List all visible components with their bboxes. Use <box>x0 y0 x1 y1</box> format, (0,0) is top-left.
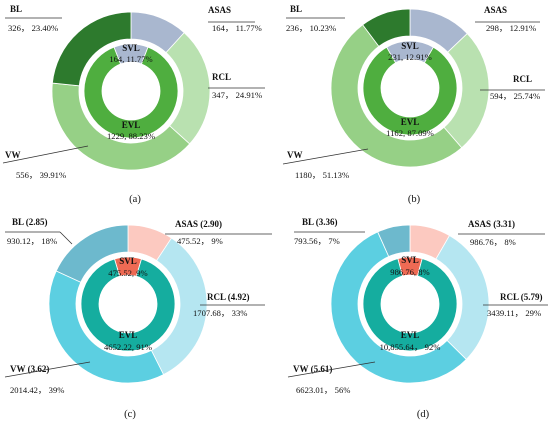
label-vw-value: 1180， 51.13% <box>295 170 349 180</box>
outer-ring-a <box>51 11 211 171</box>
panel-b: (b) ASAS 298， 12.91% RCL 594， 25.74% VW … <box>282 4 545 205</box>
label-asas-name: ASAS (2.90) <box>175 219 222 229</box>
label-bl-name: BL (3.36) <box>302 217 338 227</box>
label-rcl-value: 3439.11， 29% <box>487 308 541 318</box>
leader-line-vw <box>287 361 376 378</box>
inner-ring-b <box>362 40 458 136</box>
label-rcl-name: RCL <box>212 72 231 82</box>
label-evl-name: EVL <box>401 117 420 127</box>
label-evl-name: EVL <box>122 120 141 130</box>
label-svl-value: 231, 12.91% <box>388 52 432 62</box>
label-rcl-value: 347， 24.91% <box>212 90 262 100</box>
label-svl-value: 164, 11.77% <box>109 54 152 64</box>
outer-slice-bl <box>51 11 132 87</box>
panel-d: (d) ASAS (3.31) 986.76， 8% RCL (5.79) 34… <box>287 217 548 420</box>
leader-line-vw <box>282 148 369 165</box>
panel-caption: (a) <box>129 194 141 205</box>
label-asas-value: 986.76， 8% <box>470 237 516 247</box>
panel-caption: (b) <box>408 194 421 205</box>
label-asas-name: ASAS <box>484 5 507 15</box>
outer-slice-vw <box>51 82 191 171</box>
label-vw-value: 2014.42， 39% <box>10 385 64 395</box>
label-bl-name: BL <box>10 4 22 14</box>
label-vw-name: VW <box>5 150 21 160</box>
outer-slice-vw <box>330 231 467 384</box>
label-vw-name: VW (5.61) <box>293 364 332 374</box>
label-svl-name: SVL <box>119 256 137 266</box>
label-asas-value: 164， 11.77% <box>212 23 262 33</box>
outer-slice-bl <box>55 224 129 283</box>
inner-ring-a <box>83 43 179 139</box>
outer-ring-b <box>330 8 490 168</box>
label-asas-name: ASAS <box>208 5 231 15</box>
inner-slice-evl <box>362 46 458 136</box>
outer-ring-c <box>48 224 208 384</box>
panel-c: (c) ASAS (2.90) 475.52， 9% RCL (4.92) 17… <box>4 217 272 420</box>
label-svl-name: SVL <box>122 43 140 53</box>
label-evl-value: 1162, 87.09% <box>386 128 434 138</box>
label-bl-name: BL <box>290 4 302 14</box>
outer-slice-bl <box>377 224 411 258</box>
label-evl-name: EVL <box>119 330 138 340</box>
label-rcl-value: 1707.68， 33% <box>193 308 247 318</box>
label-svl-name: SVL <box>401 41 419 51</box>
label-evl-value: 1229, 88.23% <box>107 131 155 141</box>
label-rcl-name: RCL <box>513 74 532 84</box>
label-bl-value: 236， 10.23% <box>286 23 336 33</box>
label-vw-name: VW (3.62) <box>10 364 49 374</box>
label-svl-value: 986.76, 8% <box>390 267 429 277</box>
panel-caption: (d) <box>417 409 430 420</box>
label-bl-name: BL (2.85) <box>12 217 48 227</box>
outer-slice-vw <box>330 24 463 168</box>
label-evl-value: 10,855.64， 92% <box>380 342 441 352</box>
leader-line-vw <box>2 145 89 164</box>
inner-ring-c <box>80 256 176 352</box>
panel-caption: (c) <box>124 409 136 420</box>
label-bl-value: 930.12， 18% <box>7 236 57 246</box>
label-svl-value: 475.52, 9% <box>108 268 147 278</box>
label-bl-value: 793.56， 7% <box>294 236 340 246</box>
inner-slice-evl <box>83 46 179 139</box>
label-asas-value: 475.52， 9% <box>177 236 223 246</box>
label-evl-name: EVL <box>401 330 420 340</box>
label-vw-name: VW <box>287 150 303 160</box>
label-vw-value: 6623.01， 56% <box>296 385 350 395</box>
panel-a: (a) ASAS 164， 11.77% RCL 347， 24.91% VW … <box>2 4 265 205</box>
label-rcl-value: 594， 25.74% <box>490 91 540 101</box>
outer-ring-d <box>330 224 490 384</box>
label-asas-value: 298， 12.91% <box>486 23 536 33</box>
label-rcl-name: RCL (4.92) <box>207 292 250 302</box>
inner-slice-evl <box>80 258 176 352</box>
leader-line-vw <box>4 361 91 378</box>
label-vw-value: 556， 39.91% <box>16 170 66 180</box>
outer-slice-bl <box>362 8 411 47</box>
label-bl-value: 326， 23.40% <box>8 23 58 33</box>
label-svl-name: SVL <box>401 255 419 265</box>
inner-slice-evl <box>362 258 458 352</box>
leader-line-bl-tail <box>59 231 73 245</box>
label-evl-value: 4652.22, 91% <box>104 342 152 352</box>
label-asas-name: ASAS (3.31) <box>468 219 515 229</box>
label-rcl-name: RCL (5.79) <box>500 292 543 302</box>
inner-ring-d <box>362 256 458 352</box>
outer-slice-vw <box>48 270 165 384</box>
